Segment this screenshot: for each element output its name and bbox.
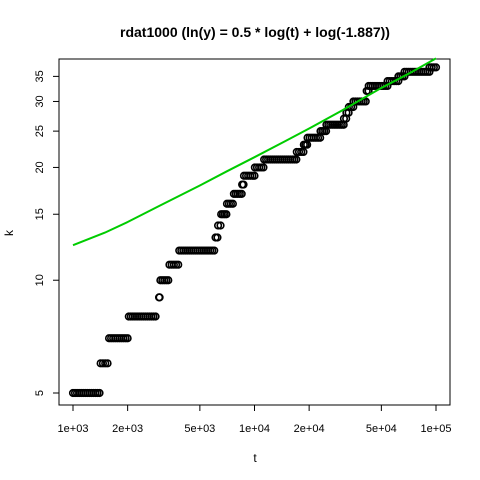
x-axis-label: t: [253, 451, 257, 465]
data-point: [425, 67, 434, 76]
y-tick-label: 5: [34, 390, 46, 396]
y-tick-label: 30: [34, 95, 46, 107]
data-point: [174, 260, 183, 269]
data-point: [292, 155, 301, 164]
x-tick-label: 2e+04: [294, 423, 325, 435]
y-tick-label: 35: [34, 70, 46, 82]
data-point: [151, 312, 160, 321]
data-point: [259, 163, 268, 172]
x-tick-label: 2e+03: [112, 423, 143, 435]
data-point: [210, 246, 219, 255]
data-point: [250, 171, 259, 180]
x-tick-label: 1e+03: [58, 423, 89, 435]
x-tick-label: 5e+04: [366, 423, 397, 435]
chart-title: rdat1000 (ln(y) = 0.5 * log(t) + log(-1.…: [120, 24, 390, 40]
data-point: [213, 221, 223, 230]
x-tick-label: 1e+04: [239, 423, 270, 435]
fit-line-group: [72, 57, 437, 247]
fit-line: [72, 57, 437, 247]
data-point: [123, 334, 132, 343]
y-tick-label: 10: [34, 274, 46, 286]
y-tick-label: 25: [34, 125, 46, 137]
x-axis: 1e+03 2e+03 5e+03 1e+04 2e+04 5e+04 1e+05: [58, 404, 452, 435]
data-point: [164, 276, 173, 285]
data-point: [361, 97, 370, 106]
plot-frame: [58, 58, 451, 406]
data-point: [222, 210, 231, 219]
data-point: [237, 189, 246, 198]
data-point: [213, 233, 222, 242]
data-point: [228, 199, 237, 208]
data-point: [95, 388, 104, 398]
data-point: [431, 63, 441, 72]
x-tick-label: 1e+05: [421, 423, 452, 435]
data-point: [216, 221, 225, 230]
data-point: [400, 72, 409, 81]
data-point: [103, 359, 112, 368]
y-tick-label: 20: [34, 161, 46, 173]
y-tick-label: 15: [34, 208, 46, 220]
x-tick-label: 5e+03: [184, 423, 215, 435]
y-axis: 5 10 15 20 25 30 35: [34, 70, 60, 396]
y-axis-label: k: [2, 229, 16, 236]
data-points: [68, 63, 441, 398]
data-point: [155, 293, 164, 302]
data-point: [239, 180, 248, 189]
